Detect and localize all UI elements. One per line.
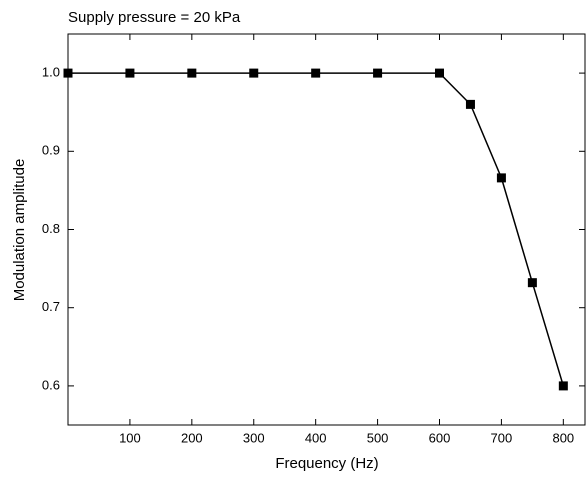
data-point: [311, 68, 321, 78]
data-point: [465, 99, 475, 109]
data-point: [434, 68, 444, 78]
data-point: [558, 381, 568, 391]
data-point: [125, 68, 135, 78]
chart-title: Supply pressure = 20 kPa: [68, 9, 241, 26]
x-tick-label: 500: [367, 430, 389, 445]
x-tick-label: 100: [119, 430, 141, 445]
data-point: [63, 68, 73, 78]
x-tick-label: 300: [243, 430, 265, 445]
x-tick-label: 200: [181, 430, 203, 445]
y-tick-label: 1.0: [42, 65, 60, 80]
y-tick-label: 0.9: [42, 143, 60, 158]
plot-frame: [67, 33, 586, 426]
data-point: [496, 173, 506, 183]
y-axis-label: Modulation amplitude: [11, 159, 28, 302]
x-axis-label: Frequency (Hz): [275, 455, 378, 472]
y-tick-label: 0.7: [42, 299, 60, 314]
data-point: [527, 278, 537, 288]
data-point: [373, 68, 383, 78]
y-tick-label: 0.8: [42, 221, 60, 236]
x-tick-label: 600: [429, 430, 451, 445]
x-tick-label: 800: [552, 430, 574, 445]
data-point: [187, 68, 197, 78]
x-tick-label: 400: [305, 430, 327, 445]
x-tick-label: 700: [491, 430, 513, 445]
y-tick-label: 0.6: [42, 377, 60, 392]
series-line: [68, 72, 565, 387]
data-point: [249, 68, 259, 78]
